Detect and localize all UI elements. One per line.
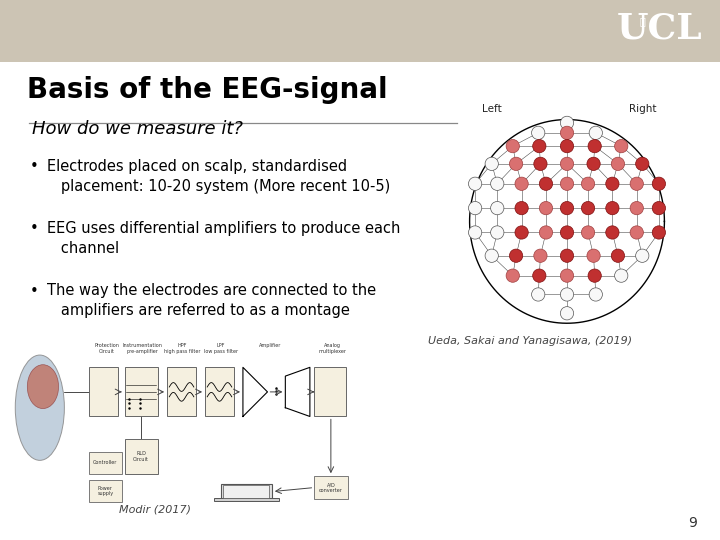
Bar <box>125 440 158 475</box>
Text: LPF
low pass filter: LPF low pass filter <box>204 343 238 354</box>
Circle shape <box>652 177 665 191</box>
Text: •: • <box>30 159 39 174</box>
Circle shape <box>485 157 498 171</box>
Text: Modir (2017): Modir (2017) <box>119 504 191 514</box>
Circle shape <box>606 226 619 239</box>
Bar <box>167 367 196 416</box>
Circle shape <box>611 249 624 262</box>
Circle shape <box>515 201 528 215</box>
Bar <box>205 367 234 416</box>
Circle shape <box>560 249 574 262</box>
Bar <box>89 367 118 416</box>
Ellipse shape <box>15 355 64 460</box>
Circle shape <box>485 249 498 262</box>
Circle shape <box>469 201 482 215</box>
Circle shape <box>510 157 523 171</box>
Text: EEG uses differential amplifiers to produce each
   channel: EEG uses differential amplifiers to prod… <box>47 221 400 255</box>
Text: RLD
Circuit: RLD Circuit <box>133 451 149 462</box>
Circle shape <box>560 139 574 153</box>
Circle shape <box>469 177 482 191</box>
Bar <box>0 0 720 62</box>
Circle shape <box>589 288 603 301</box>
Circle shape <box>490 226 504 239</box>
Text: UCL: UCL <box>616 11 702 45</box>
Circle shape <box>630 177 644 191</box>
Circle shape <box>490 177 504 191</box>
Bar <box>315 476 348 499</box>
Circle shape <box>560 126 574 139</box>
Circle shape <box>587 249 600 262</box>
Circle shape <box>506 139 519 153</box>
Text: Left: Left <box>482 104 502 114</box>
Circle shape <box>539 226 553 239</box>
Text: Protection
Circuit: Protection Circuit <box>94 343 120 354</box>
Ellipse shape <box>27 364 58 409</box>
Circle shape <box>469 226 482 239</box>
Circle shape <box>490 201 504 215</box>
Circle shape <box>515 177 528 191</box>
Text: Right: Right <box>629 104 656 114</box>
Circle shape <box>560 269 574 282</box>
Circle shape <box>539 177 553 191</box>
Bar <box>89 451 122 475</box>
Circle shape <box>560 177 574 191</box>
Circle shape <box>510 249 523 262</box>
Text: Analog
multiplexer: Analog multiplexer <box>318 343 346 354</box>
Circle shape <box>560 116 574 130</box>
Circle shape <box>581 226 595 239</box>
Circle shape <box>636 157 649 171</box>
Circle shape <box>539 201 553 215</box>
Circle shape <box>533 269 546 282</box>
Circle shape <box>615 139 628 153</box>
Text: The way the electrodes are connected to the
   amplifiers are referred to as a m: The way the electrodes are connected to … <box>47 284 376 318</box>
Circle shape <box>652 201 665 215</box>
Circle shape <box>606 177 619 191</box>
Text: Ueda, Sakai and Yanagisawa, (2019): Ueda, Sakai and Yanagisawa, (2019) <box>428 336 633 346</box>
Text: Basis of the EEG-signal: Basis of the EEG-signal <box>27 76 388 104</box>
Text: •: • <box>30 284 39 299</box>
Text: HPF
high pass filter: HPF high pass filter <box>164 343 201 354</box>
Text: How do we measure it?: How do we measure it? <box>32 120 243 138</box>
Circle shape <box>534 157 547 171</box>
Text: Controller: Controller <box>94 461 117 465</box>
Text: Electrodes placed on scalp, standardised
   placement: 10-20 system (More recent: Electrodes placed on scalp, standardised… <box>47 159 390 193</box>
Bar <box>89 480 122 502</box>
Text: A/D
converter: A/D converter <box>319 482 343 493</box>
Text: ⛪: ⛪ <box>639 16 645 26</box>
Circle shape <box>506 269 519 282</box>
Circle shape <box>587 157 600 171</box>
Circle shape <box>533 139 546 153</box>
Circle shape <box>560 157 574 171</box>
Text: •: • <box>30 221 39 237</box>
Bar <box>125 367 158 416</box>
Bar <box>223 485 269 498</box>
Circle shape <box>630 226 644 239</box>
Circle shape <box>560 288 574 301</box>
Circle shape <box>560 201 574 215</box>
Circle shape <box>515 226 528 239</box>
Text: 9: 9 <box>688 516 697 530</box>
Text: Instrumentation
pre-amplifier: Instrumentation pre-amplifier <box>122 343 163 354</box>
Bar <box>315 367 346 416</box>
Text: Power
supply: Power supply <box>97 485 114 496</box>
Circle shape <box>615 269 628 282</box>
Circle shape <box>531 126 545 139</box>
Circle shape <box>534 249 547 262</box>
Circle shape <box>588 139 601 153</box>
Bar <box>220 484 272 499</box>
Circle shape <box>581 177 595 191</box>
Circle shape <box>611 157 624 171</box>
Circle shape <box>531 288 545 301</box>
Bar <box>214 498 279 501</box>
Circle shape <box>560 226 574 239</box>
Text: Amplifier: Amplifier <box>258 343 281 348</box>
Circle shape <box>652 226 665 239</box>
Circle shape <box>560 307 574 320</box>
Circle shape <box>588 269 601 282</box>
Circle shape <box>606 201 619 215</box>
Circle shape <box>581 201 595 215</box>
Circle shape <box>630 201 644 215</box>
Circle shape <box>589 126 603 139</box>
Circle shape <box>636 249 649 262</box>
